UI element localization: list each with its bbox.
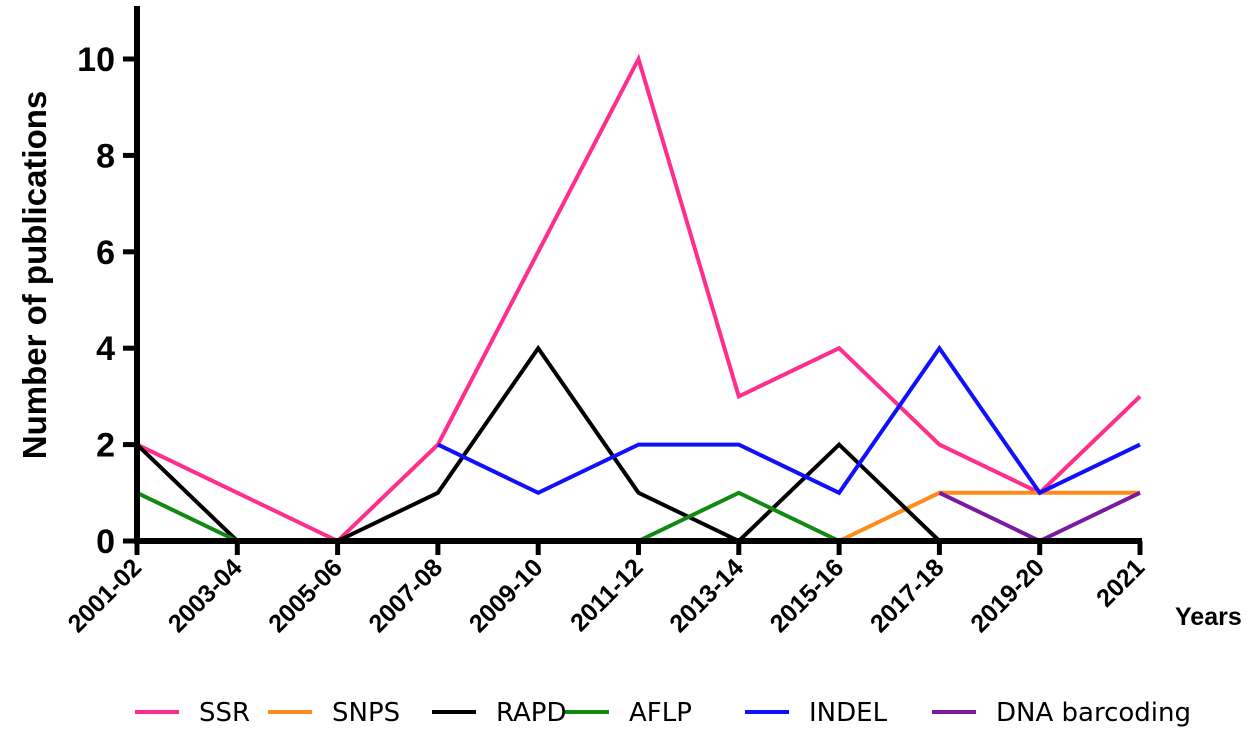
y-tick-label: 4 — [96, 330, 115, 368]
series-line-dna-barcoding — [938, 490, 1141, 544]
x-tick-label: 2003-04 — [163, 553, 248, 638]
x-tick-label: 2021 — [1091, 553, 1150, 612]
y-tick-label: 10 — [77, 41, 115, 79]
y-tick-label: 2 — [96, 427, 115, 465]
y-ticks: 0 2 4 6 8 10 — [77, 41, 137, 561]
x-tick-label: 2009-10 — [464, 553, 549, 638]
legend-label-aflp: AFLP — [629, 698, 692, 728]
y-axis-title: Number of publications — [16, 91, 53, 460]
x-tick-label: 2001-02 — [63, 553, 148, 638]
x-tick-label: 2011-12 — [565, 553, 649, 637]
y-tick-label: 0 — [96, 523, 115, 561]
x-ticks: 2001-02 2003-04 2005-06 2007-08 2009-10 2011-… — [63, 541, 1150, 638]
legend: SSR SNPS RAPD AFLP INDEL DNA barcoding — [135, 698, 1191, 728]
legend-label-rapd: RAPD — [496, 698, 567, 728]
series-line-indel — [437, 344, 1141, 496]
x-tick-label: 2005-06 — [263, 553, 348, 638]
series-layer — [135, 53, 1142, 544]
legend-label-dna-barcoding: DNA barcoding — [996, 698, 1191, 728]
legend-label-snps: SNPS — [332, 698, 400, 728]
series-line-ssr — [136, 53, 1142, 544]
x-axis-title: Years — [1175, 603, 1242, 631]
y-tick-label: 8 — [96, 137, 115, 175]
x-tick-label: 2017-18 — [865, 553, 950, 638]
legend-label-ssr: SSR — [199, 698, 250, 728]
y-tick-label: 6 — [96, 234, 115, 272]
legend-label-indel: INDEL — [809, 698, 888, 728]
x-tick-label: 2013-14 — [664, 553, 749, 638]
x-tick-label: 2015-16 — [765, 553, 850, 638]
x-tick-label: 2019-20 — [965, 553, 1050, 638]
axes-layer — [134, 6, 1142, 544]
x-tick-label: 2007-08 — [363, 553, 448, 638]
